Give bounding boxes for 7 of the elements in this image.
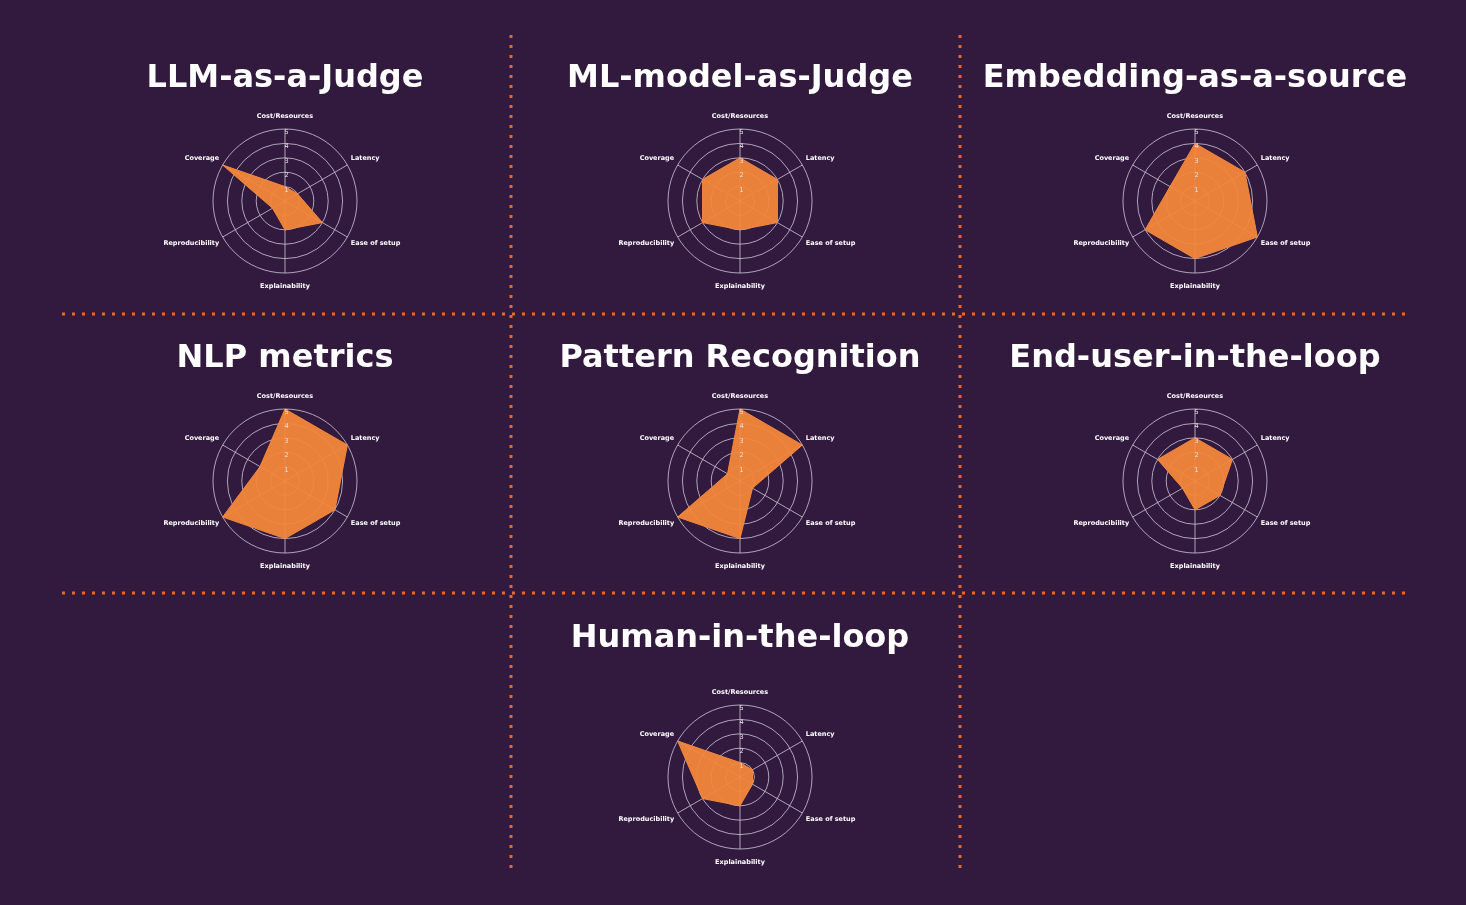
- chart-title: Pattern Recognition: [559, 337, 921, 375]
- chart-title: ML-model-as-Judge: [567, 57, 913, 95]
- chart-title: Human-in-the-loop: [570, 617, 910, 655]
- chart-title: Embedding-as-a-source: [982, 57, 1408, 95]
- chart-title: NLP metrics: [176, 337, 394, 375]
- chart-title: End-user-in-the-loop: [1009, 337, 1381, 375]
- chart-title: LLM-as-a-Judge: [146, 57, 424, 95]
